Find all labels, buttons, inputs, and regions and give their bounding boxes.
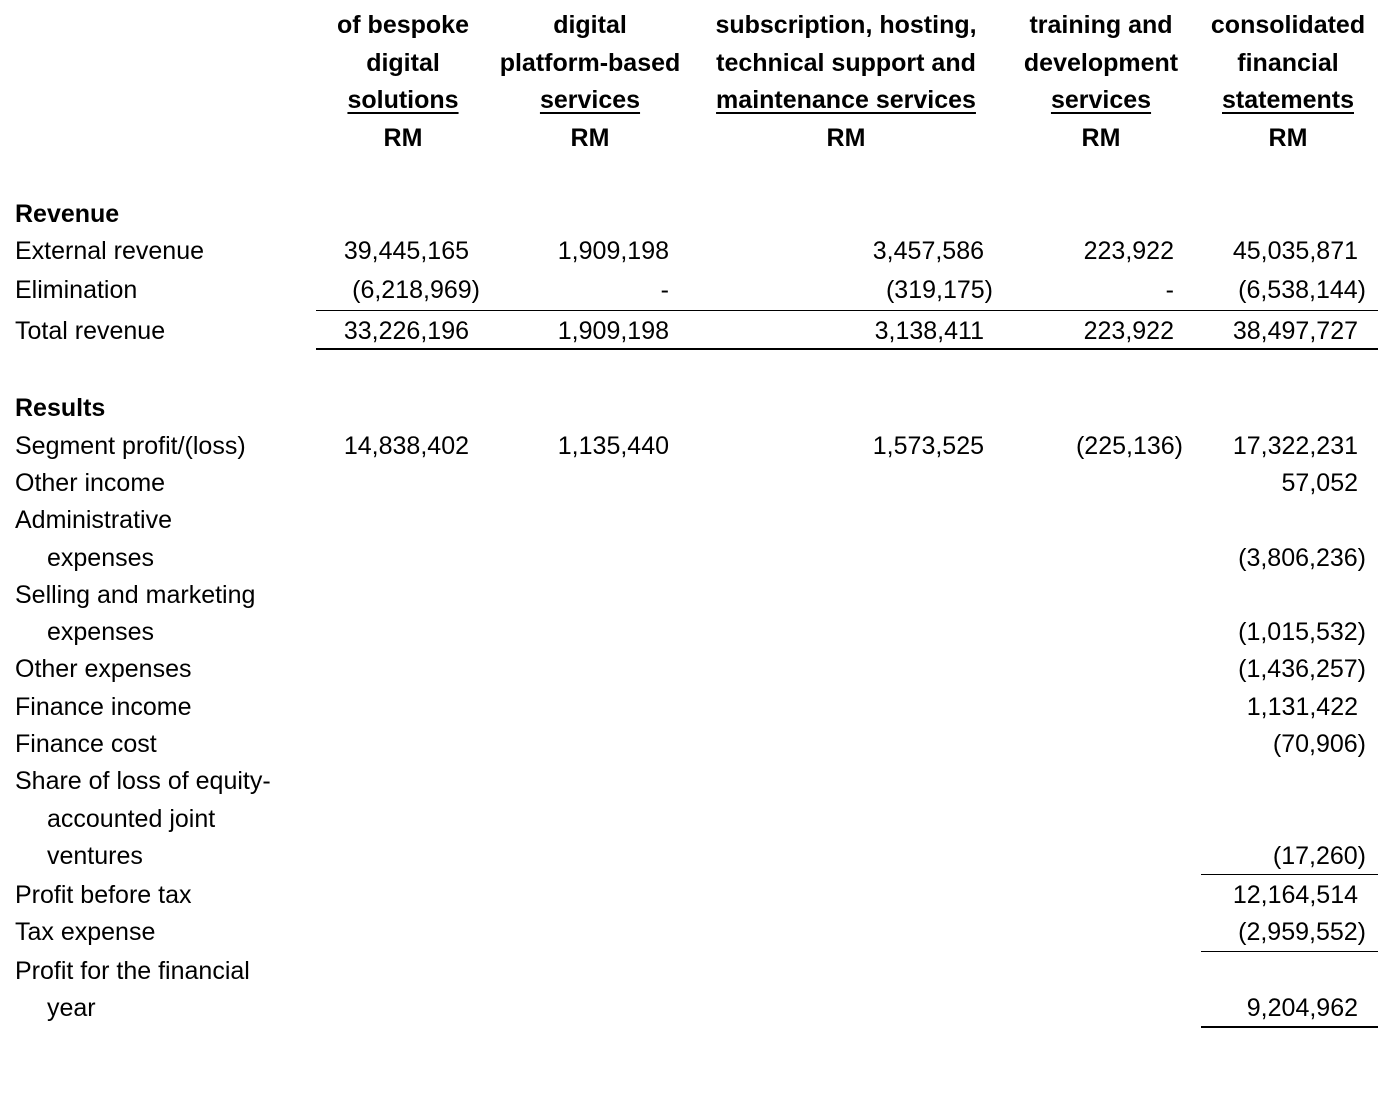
- finance-cost-value: (70,906): [1272, 730, 1366, 758]
- column-header-platform: digital platform-based services RM: [500, 7, 681, 157]
- column-header-line: training and: [1029, 11, 1173, 39]
- total-revenue-subscription: 3,138,411: [874, 317, 984, 345]
- elimination-bespoke: (6,218,969): [352, 276, 480, 304]
- other-income-label: Other income: [15, 469, 166, 497]
- finance-income-label: Finance income: [15, 693, 192, 721]
- profit-year-bottom-rule: [1201, 1026, 1378, 1028]
- segment-profit-training: (225,136): [1075, 432, 1183, 460]
- revenue-heading: Revenue: [15, 200, 120, 228]
- external-revenue-bespoke: 39,445,165: [343, 237, 469, 265]
- column-header-line: of bespoke: [337, 11, 469, 39]
- column-header-bespoke: of bespoke digital solutions RM: [337, 7, 469, 157]
- column-header-line: consolidated: [1210, 11, 1366, 39]
- column-header-line: platform-based: [499, 48, 681, 77]
- finance-income-value: 1,131,422: [1246, 693, 1358, 721]
- column-header-line: services: [539, 86, 641, 114]
- elimination-subscription: (319,175): [885, 276, 993, 304]
- finance-cost-label: Finance cost: [15, 730, 157, 758]
- column-unit: RM: [383, 123, 423, 152]
- total-revenue-training: 223,922: [1083, 317, 1174, 345]
- tax-expense-value: (2,959,552): [1238, 918, 1366, 946]
- total-revenue-bottom-rule: [316, 348, 1378, 350]
- column-header-subscription: subscription, hosting, technical support…: [715, 7, 976, 157]
- segment-profit-platform: 1,135,440: [557, 432, 669, 460]
- column-unit: RM: [1268, 123, 1308, 152]
- column-header-consolidated: consolidated financial statements RM: [1211, 7, 1365, 157]
- other-expenses-value: (1,436,257): [1238, 655, 1366, 683]
- selling-expenses-label: Selling and marketing: [15, 581, 256, 609]
- total-revenue-top-rule: [316, 310, 1378, 311]
- external-revenue-label: External revenue: [15, 237, 205, 265]
- selling-expenses-value: (1,015,532): [1238, 618, 1366, 646]
- segment-profit-bespoke: 14,838,402: [343, 432, 469, 460]
- tax-expense-label: Tax expense: [15, 918, 156, 946]
- profit-for-year-label: Profit for the financial: [15, 957, 250, 985]
- share-of-loss-label: Share of loss of equity-: [15, 767, 271, 795]
- share-of-loss-label-cont: accounted joint: [47, 805, 216, 833]
- external-revenue-training: 223,922: [1083, 237, 1174, 265]
- elimination-label: Elimination: [15, 276, 138, 304]
- share-of-loss-label-cont2: ventures: [47, 842, 143, 870]
- selling-expenses-label-cont: expenses: [47, 618, 155, 646]
- admin-expenses-label: Administrative: [15, 506, 172, 534]
- segment-profit-label: Segment profit/(loss): [15, 432, 246, 460]
- column-header-line: development: [1023, 48, 1179, 77]
- elimination-consolidated: (6,538,144): [1238, 276, 1366, 304]
- total-revenue-bespoke: 33,226,196: [343, 317, 469, 345]
- profit-before-tax-label: Profit before tax: [15, 881, 192, 909]
- other-expenses-label: Other expenses: [15, 655, 192, 683]
- external-revenue-subscription: 3,457,586: [872, 237, 984, 265]
- column-header-line: subscription, hosting,: [715, 11, 977, 39]
- admin-expenses-value: (3,806,236): [1238, 544, 1366, 572]
- column-header-line: services: [1050, 86, 1152, 114]
- column-header-line: solutions: [347, 86, 459, 114]
- segment-profit-consolidated: 17,322,231: [1232, 432, 1358, 460]
- external-revenue-consolidated: 45,035,871: [1232, 237, 1358, 265]
- elimination-platform: -: [660, 276, 669, 304]
- results-heading: Results: [15, 394, 106, 422]
- column-header-line: maintenance services: [716, 86, 976, 114]
- total-revenue-label: Total revenue: [15, 317, 166, 345]
- profit-year-top-rule: [1201, 951, 1378, 952]
- other-income-value: 57,052: [1281, 469, 1358, 497]
- profit-before-tax-top-rule: [1201, 874, 1378, 875]
- segment-profit-subscription: 1,573,525: [872, 432, 984, 460]
- external-revenue-platform: 1,909,198: [557, 237, 669, 265]
- column-header-training: training and development services RM: [1024, 7, 1178, 157]
- elimination-training: -: [1165, 276, 1174, 304]
- column-unit: RM: [826, 123, 866, 152]
- profit-before-tax-value: 12,164,514: [1232, 881, 1358, 909]
- column-header-line: financial: [1237, 48, 1339, 77]
- column-unit: RM: [1081, 123, 1121, 152]
- column-header-line: technical support and: [716, 48, 976, 77]
- total-revenue-platform: 1,909,198: [557, 317, 669, 345]
- total-revenue-consolidated: 38,497,727: [1232, 317, 1358, 345]
- column-unit: RM: [570, 123, 610, 152]
- profit-for-year-label-cont: year: [47, 994, 96, 1022]
- column-header-line: digital: [553, 11, 627, 39]
- profit-for-year-value: 9,204,962: [1246, 994, 1358, 1022]
- share-of-loss-value: (17,260): [1272, 842, 1366, 870]
- column-header-line: digital: [366, 48, 440, 77]
- column-header-line: statements: [1222, 86, 1354, 114]
- admin-expenses-label-cont: expenses: [47, 544, 155, 572]
